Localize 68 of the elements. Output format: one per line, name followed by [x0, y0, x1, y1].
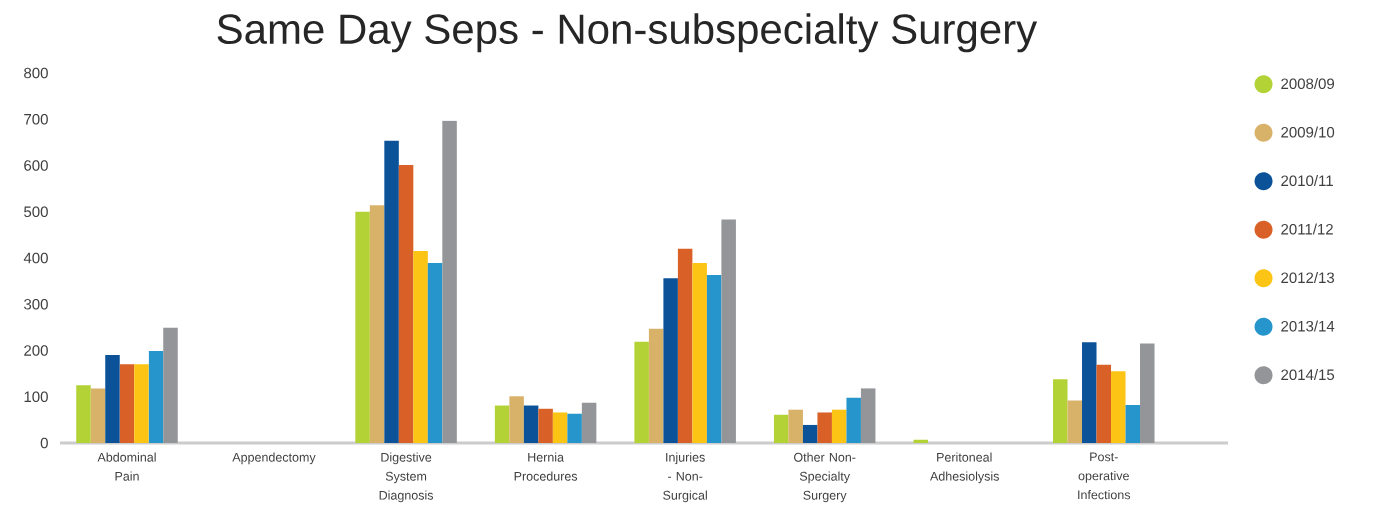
bar — [721, 219, 736, 443]
bar — [634, 341, 649, 443]
bar — [567, 413, 582, 443]
x-tick-label: Peritoneal Adhesiolysis — [930, 452, 999, 484]
x-tick-label: Digestive System Diagnosis — [379, 452, 434, 503]
x-tick-label: Appendectomy — [232, 452, 316, 465]
bar — [581, 402, 597, 443]
bar — [413, 251, 428, 443]
y-tick-label: 600 — [24, 160, 48, 171]
bar — [706, 275, 722, 443]
chart-title: Same Day Seps - Non-subspecialty Surgery — [217, 13, 1038, 53]
bar — [663, 278, 678, 443]
y-tick-label: 700 — [24, 113, 48, 125]
bar — [773, 414, 789, 443]
bar — [90, 388, 106, 443]
bar — [384, 140, 399, 443]
bar — [1096, 364, 1112, 443]
bar — [427, 263, 443, 443]
legend-label: 2010/11 — [1281, 175, 1333, 187]
bar — [523, 405, 539, 443]
bar — [76, 385, 91, 443]
bar — [1053, 379, 1068, 443]
x-tick-label: Injuries - Non-Surgical — [663, 452, 707, 503]
bar — [1067, 400, 1083, 443]
y-tick-label: 300 — [24, 298, 48, 310]
y-tick-label: 100 — [24, 391, 48, 403]
bar — [1111, 371, 1126, 443]
bar — [860, 388, 876, 443]
y-tick-label: 200 — [24, 345, 48, 356]
bar — [442, 120, 457, 443]
bar — [538, 408, 553, 443]
bar — [552, 412, 568, 443]
bar — [802, 424, 818, 443]
bar — [692, 263, 707, 443]
bar — [846, 397, 861, 443]
legend-label: 2013/14 — [1281, 320, 1335, 332]
bar — [648, 328, 664, 443]
bar — [913, 439, 928, 443]
bar — [494, 405, 510, 443]
bar — [119, 364, 135, 443]
y-tick-label: 400 — [23, 252, 48, 264]
bar — [134, 364, 149, 443]
legend-label: 2011/12 — [1281, 223, 1333, 235]
bar — [788, 409, 803, 443]
bar — [1082, 342, 1097, 443]
bar — [1125, 405, 1141, 443]
bar — [677, 248, 693, 443]
x-tick-label: Hernia Procedures — [514, 452, 578, 481]
legend-label: 2008/09 — [1281, 78, 1335, 90]
x-tick-label: Abdominal Pain — [97, 452, 156, 481]
bar — [1140, 343, 1155, 443]
legend-label: 2014/15 — [1281, 369, 1335, 381]
bar — [369, 205, 385, 443]
bar — [817, 412, 832, 443]
bar — [163, 327, 178, 443]
x-tick-label: Post-operative Infections — [1078, 452, 1131, 500]
x-tick-label: Other Non-Specialty Surgery — [794, 452, 856, 503]
y-tick-label: 0 — [40, 437, 48, 449]
legend-label: 2012/13 — [1281, 272, 1335, 284]
bar — [398, 165, 414, 443]
bar — [831, 409, 847, 443]
legend-label: 2009/10 — [1281, 126, 1335, 138]
bar — [509, 396, 524, 443]
bar — [355, 211, 370, 443]
y-tick-label: 800 — [24, 67, 48, 79]
bar — [148, 350, 164, 443]
bar — [105, 355, 120, 443]
y-tick-label: 500 — [24, 206, 48, 218]
